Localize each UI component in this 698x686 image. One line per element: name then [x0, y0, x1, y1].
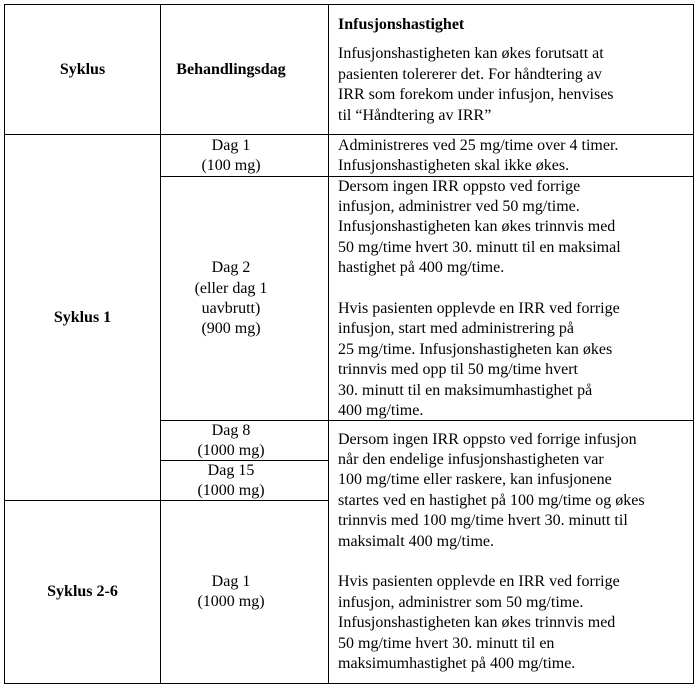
dag1-cycle1-label: Dag 1 (100 mg)	[201, 136, 261, 174]
dag1-cycle1-rate-cell: Administreres ved 25 mg/time over 4 time…	[328, 135, 693, 177]
dag1-cycle1-cell: Dag 1 (100 mg)	[160, 135, 328, 177]
table-border-right	[693, 4, 695, 684]
header-infusjonshastighet-title: Infusjonshastighet	[338, 16, 465, 33]
subsequent-rate-text: Dersom ingen IRR oppsto ved forrige infu…	[338, 430, 645, 673]
dag2-cycle1-cell: Dag 2 (eller dag 1 uavbrutt) (900 mg)	[160, 177, 328, 421]
row-divider	[160, 420, 694, 422]
header-syklus-label: Syklus	[59, 60, 106, 78]
row-divider	[160, 460, 328, 462]
header-infusjonshastighet: Infusjonshastighet Infusjonshastigheten …	[328, 5, 693, 135]
dag1-cycle2-6-cell: Dag 1 (1000 mg)	[160, 501, 328, 683]
dag2-cycle1-rate-text: Dersom ingen IRR oppsto ved forrige infu…	[338, 177, 621, 420]
dag15-cycle1-label: Dag 15 (1000 mg)	[197, 461, 265, 499]
dag1-cycle2-6-label: Dag 1 (1000 mg)	[197, 572, 265, 610]
row-divider	[160, 176, 694, 178]
syklus-1-cell: Syklus 1	[5, 135, 160, 501]
dag2-cycle1-label: Dag 2 (eller dag 1 uavbrutt) (900 mg)	[194, 259, 268, 338]
syklus-2-6-label: Syklus 2-6	[47, 582, 118, 600]
dag2-cycle1-rate-cell: Dersom ingen IRR oppsto ved forrige infu…	[328, 177, 693, 421]
column-divider	[328, 4, 330, 684]
header-infusjonshastighet-text: Infusjonshastigheten kan økes forutsatt …	[338, 45, 614, 124]
table-border-left	[4, 4, 6, 684]
table-border-bottom	[4, 683, 694, 685]
dag15-cycle1-cell: Dag 15 (1000 mg)	[160, 461, 328, 501]
column-divider	[160, 4, 162, 684]
dag8-cycle1-label: Dag 8 (1000 mg)	[197, 421, 265, 459]
subsequent-rate-cell: Dersom ingen IRR oppsto ved forrige infu…	[328, 421, 693, 683]
header-syklus: Syklus	[5, 5, 160, 135]
table-border-top	[4, 4, 694, 6]
dag1-cycle1-rate-text: Administreres ved 25 mg/time over 4 time…	[338, 136, 619, 174]
header-divider	[4, 134, 694, 136]
syklus-1-label: Syklus 1	[53, 308, 112, 326]
syklus-2-6-cell: Syklus 2-6	[5, 501, 160, 683]
header-behandlingsdag: Behandlingsdag	[160, 5, 328, 135]
dag8-cycle1-cell: Dag 8 (1000 mg)	[160, 421, 328, 461]
header-behandlingsdag-label: Behandlingsdag	[176, 60, 286, 78]
row-divider	[4, 500, 328, 502]
